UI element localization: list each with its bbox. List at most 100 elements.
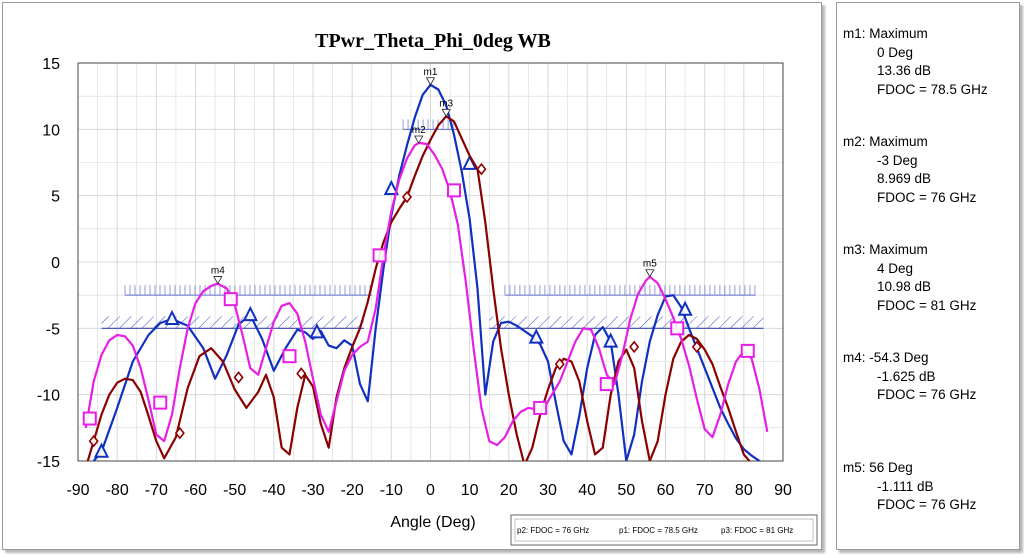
chart: TPwr_Theta_Phi_0deg WB -90 -80 -70 -60 -50 -4… (37, 30, 818, 546)
data-point (533, 400, 548, 415)
marker-m4-label: m4 (211, 266, 225, 277)
data-point (476, 162, 487, 176)
x-tick-label: 70 (696, 482, 714, 499)
marker-m5-value: -1.111 dB (877, 478, 934, 494)
y-tick-label: -5 (46, 321, 60, 338)
x-tick-label: 50 (617, 482, 635, 499)
marker-m5-readout: m5: 56 Deg -1.111 dB FDOC = 76 GHz (843, 459, 976, 515)
marker-m5-heading: m5: 56 Deg (843, 460, 913, 475)
data-point (740, 343, 755, 358)
marker-m5-symbol (645, 269, 655, 278)
data-point (599, 377, 614, 392)
x-tick-label: -10 (380, 482, 403, 499)
data-point (670, 321, 685, 336)
marker-m3-label: m3 (439, 98, 453, 109)
axes: -90 -80 -70 -60 -50 -40 -30 -20 -10 0 10 20 30 40 50 60… (37, 56, 792, 499)
series-triangle (92, 83, 762, 461)
x-tick-label: 10 (461, 482, 479, 499)
data-point (296, 367, 307, 380)
marker-m3-readout: m3: Maximum 4 Deg 10.98 dB FDOC = 81 GHz (843, 241, 976, 315)
y-tick-label: 5 (51, 189, 60, 206)
marker-m2-symbol (414, 135, 424, 144)
marker-m1-value: 13.36 dB (877, 63, 932, 78)
data-point (401, 190, 413, 204)
series-diamond (86, 115, 751, 461)
marker-m1-symbol (425, 77, 436, 86)
x-tick-label: -30 (301, 482, 324, 499)
marker-m2-value: 8.969 dB (877, 171, 932, 186)
data-point (93, 442, 110, 458)
marker-m3-heading: m3: Maximum (843, 242, 928, 257)
data-point (233, 371, 244, 384)
series-line (84, 141, 769, 447)
data-point (447, 183, 461, 198)
x-tick-label: 60 (657, 482, 675, 499)
legend-entry-p3: p3: FDOC = 81 GHz (721, 526, 793, 535)
marker-m2-heading: m2: Maximum (843, 134, 928, 149)
marker-m3-angle: 4 Deg (877, 260, 914, 276)
x-tick-label: 0 (426, 482, 435, 499)
marker-m2-fdoc: FDOC = 76 GHz (877, 189, 977, 205)
data-point (554, 357, 565, 371)
y-tick-label: -15 (37, 454, 60, 471)
data-point (629, 340, 640, 354)
data-point (677, 300, 693, 316)
data-point (691, 340, 702, 354)
data-point (88, 434, 99, 448)
plot-panel: TPwr_Theta_Phi_0deg WB -90 -80 -70 -60 -50 -4… (2, 2, 822, 550)
marker-m3-fdoc: FDOC = 81 GHz (877, 297, 977, 313)
data-point (282, 349, 297, 364)
marker-readout-panel: m1: Maximum 0 Deg 13.36 dB FDOC = 78.5 G… (836, 2, 1020, 550)
marker-m2-readout: m2: Maximum -3 Deg 8.969 dB FDOC = 76 GH… (843, 133, 976, 207)
data-point (242, 305, 258, 322)
x-tick-label: -70 (145, 482, 168, 499)
series-line (92, 83, 762, 461)
chart-title: TPwr_Theta_Phi_0deg WB (315, 30, 551, 52)
y-tick-label: -10 (37, 388, 60, 405)
limit-hatch (489, 316, 764, 329)
marker-m4-heading: m4: -54.3 Deg (843, 350, 929, 365)
legend: p2: FDOC = 76 GHz p1: FDOC = 78.5 GHz p3… (510, 514, 818, 546)
limit-hatch (101, 316, 364, 329)
data-point (82, 411, 97, 426)
marker-m3-value: 10.98 dB (877, 279, 932, 294)
x-tick-label: -60 (184, 482, 207, 499)
plot-frame (77, 62, 784, 462)
limit-line-ticks (124, 285, 371, 296)
x-tick-label: 40 (578, 482, 596, 499)
series-square (82, 141, 769, 447)
series-line (86, 115, 751, 461)
x-tick-label: -20 (341, 482, 364, 499)
data-point (603, 332, 619, 348)
data-point (223, 292, 238, 307)
x-tick-label: -80 (106, 482, 129, 499)
marker-m1-angle: 0 Deg (877, 44, 914, 60)
marker-m5-label: m5 (643, 259, 657, 270)
marker-m2-label: m2 (412, 125, 426, 136)
data-point (528, 328, 544, 344)
data-point (309, 323, 325, 339)
x-tick-label: -40 (262, 482, 285, 499)
x-tick-label: -90 (66, 482, 89, 499)
marker-m3-symbol (441, 108, 451, 118)
marker-m4-symbol (213, 276, 223, 285)
legend-entry-p1: p1: FDOC = 78.5 GHz (619, 526, 698, 535)
data-point (174, 426, 185, 440)
data-point (383, 179, 399, 196)
series (82, 83, 769, 461)
x-tick-label: 80 (735, 482, 753, 499)
x-tick-label: 90 (774, 482, 792, 499)
marker-m4-value: -1.625 dB (877, 368, 936, 384)
x-tick-label: -50 (223, 482, 246, 499)
x-tick-label: 30 (539, 482, 557, 499)
limit-lines (101, 119, 764, 329)
marker-m4-fdoc: FDOC = 76 GHz (877, 387, 977, 402)
y-tick-label: 0 (51, 255, 60, 272)
data-point (153, 395, 168, 410)
marker-m1-heading: m1: Maximum (843, 26, 928, 41)
data-point (372, 248, 387, 263)
legend-entry-p2: p2: FDOC = 76 GHz (517, 526, 589, 535)
marker-m2-angle: -3 Deg (877, 152, 918, 168)
marker-m1-label: m1 (424, 67, 438, 78)
data-point (164, 309, 180, 326)
